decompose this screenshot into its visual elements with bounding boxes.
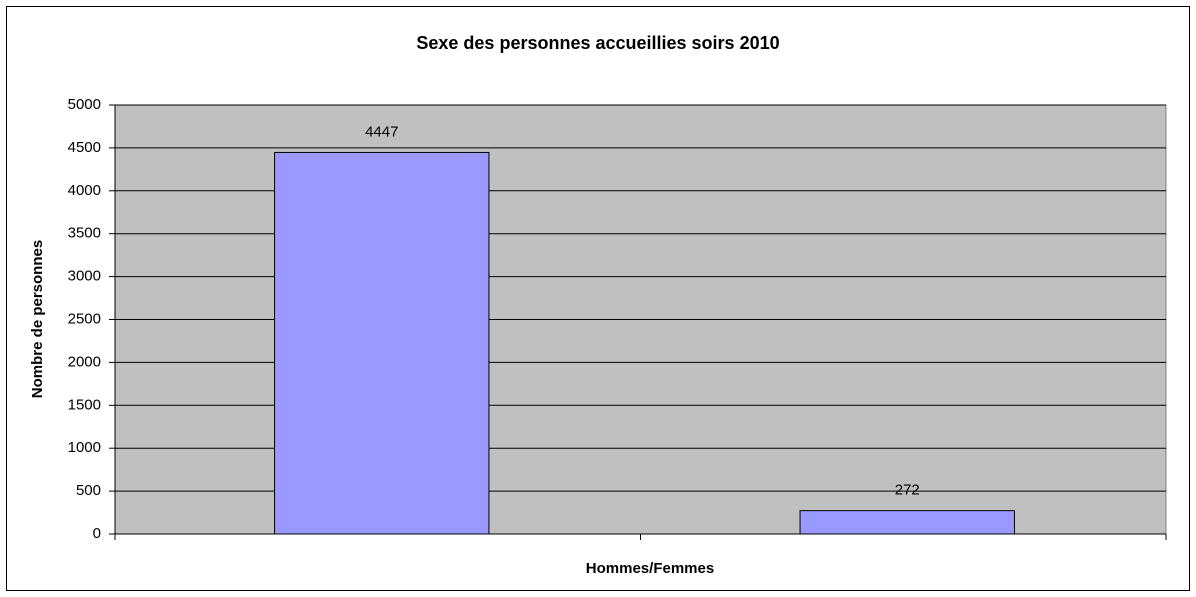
y-tick-label: 4000 (68, 182, 101, 199)
data-label: 272 (895, 482, 920, 499)
x-axis-label: Hommes/Femmes (586, 560, 714, 577)
y-axis-label: Nombre de personnes (29, 240, 46, 398)
y-tick-label: 1500 (68, 396, 101, 413)
y-tick-label: 2000 (68, 353, 101, 370)
y-tick-label: 5000 (68, 96, 101, 113)
chart-title: Sexe des personnes accueillies soirs 201… (416, 33, 779, 53)
bar (799, 510, 1015, 535)
data-label: 4447 (365, 123, 398, 140)
y-tick-label: 500 (76, 482, 101, 499)
y-tick-label: 0 (93, 525, 101, 542)
y-tick-label: 3000 (68, 268, 101, 285)
y-tick-label: 3500 (68, 225, 101, 242)
y-tick-label: 2500 (68, 310, 101, 327)
bar (274, 151, 490, 535)
y-tick-label: 4500 (68, 139, 101, 156)
y-tick-label: 1000 (68, 439, 101, 456)
